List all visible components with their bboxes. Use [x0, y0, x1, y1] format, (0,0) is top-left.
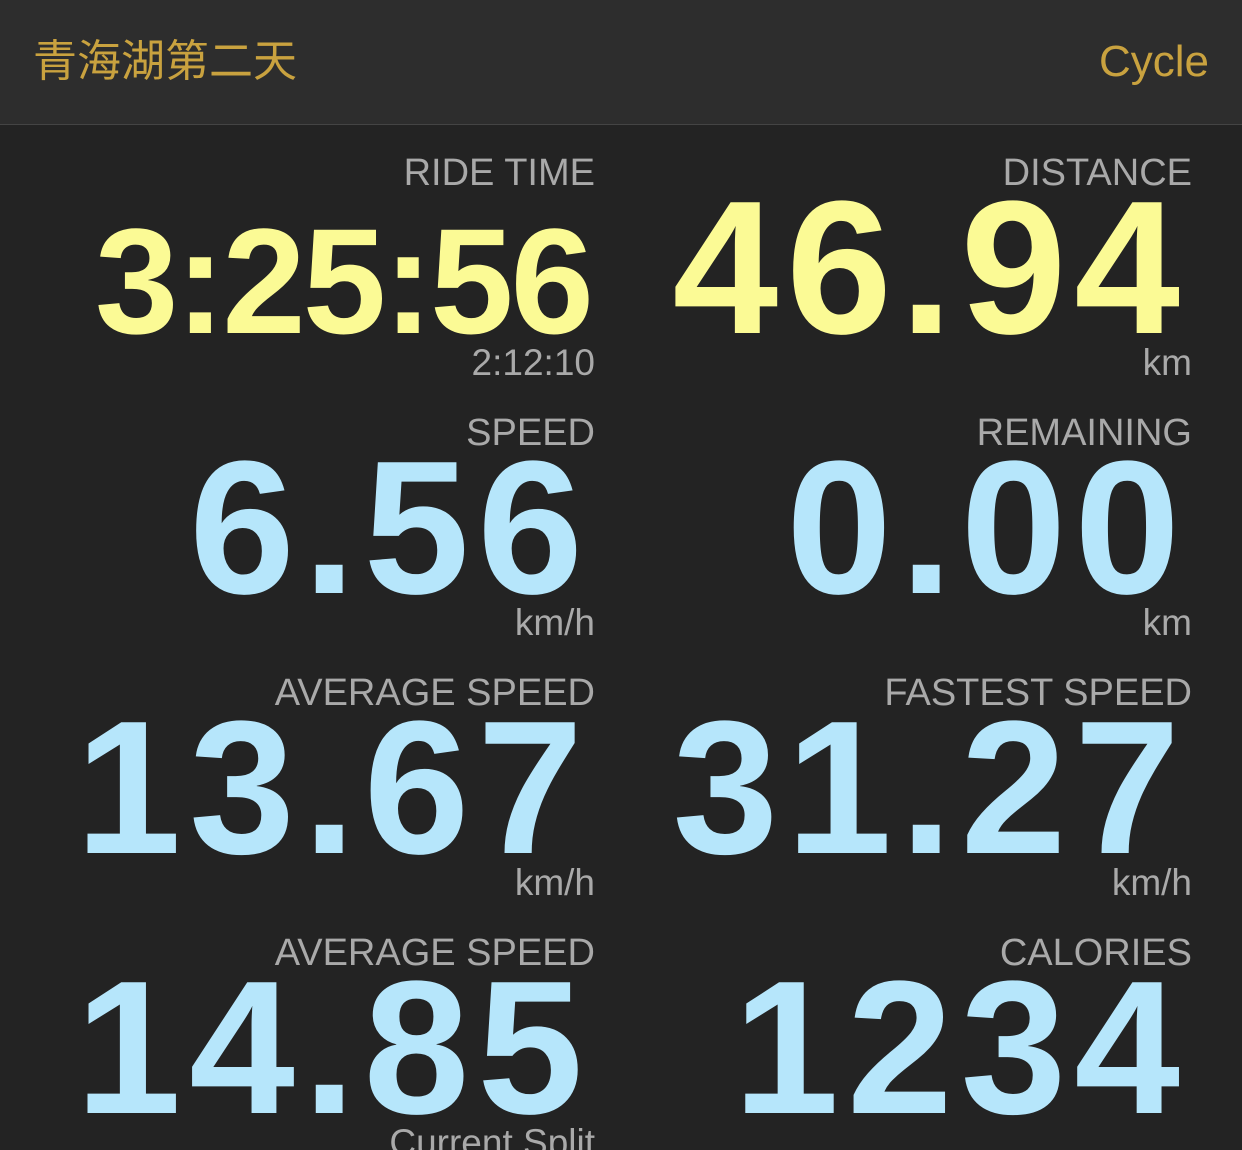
tile-value: 46.94 [673, 162, 1188, 374]
nav-bar [0, 0, 1242, 124]
tile-label: FASTEST SPEED [884, 672, 1192, 714]
tile-unit: km/h [1112, 862, 1192, 903]
tile-unit: km/h [515, 602, 595, 643]
tile-label: SPEED [466, 412, 595, 454]
tile-label: AVERAGE SPEED [275, 932, 595, 974]
nav-title: 青海湖第二天 [33, 37, 297, 86]
tile-unit: km/h [515, 862, 595, 903]
tile-value: 0.00 [786, 422, 1188, 634]
tile-label: CALORIES [1000, 932, 1192, 974]
tile-unit: 2:12:10 [472, 342, 595, 383]
tile-value: 3:25:56 [95, 197, 591, 365]
tile-value: 31.27 [673, 682, 1188, 894]
tile-unit: km [1143, 602, 1192, 643]
tile-value: 13.67 [76, 682, 591, 894]
nav-action[interactable]: Cycle [1099, 37, 1209, 86]
tile-label: DISTANCE [1003, 152, 1192, 194]
tile-unit: Current Split [389, 1122, 595, 1150]
tiles: RIDE TIME3:25:562:12:10DISTANCE46.94kmSP… [76, 152, 1192, 1150]
tile-label: REMAINING [977, 412, 1192, 454]
tile-value: 6.56 [189, 422, 591, 634]
tile-label: RIDE TIME [404, 152, 595, 194]
tile-label: AVERAGE SPEED [275, 672, 595, 714]
tile-value: 1234 [733, 942, 1188, 1150]
tile-unit: km [1143, 342, 1192, 383]
tile-value: 14.85 [76, 942, 591, 1150]
